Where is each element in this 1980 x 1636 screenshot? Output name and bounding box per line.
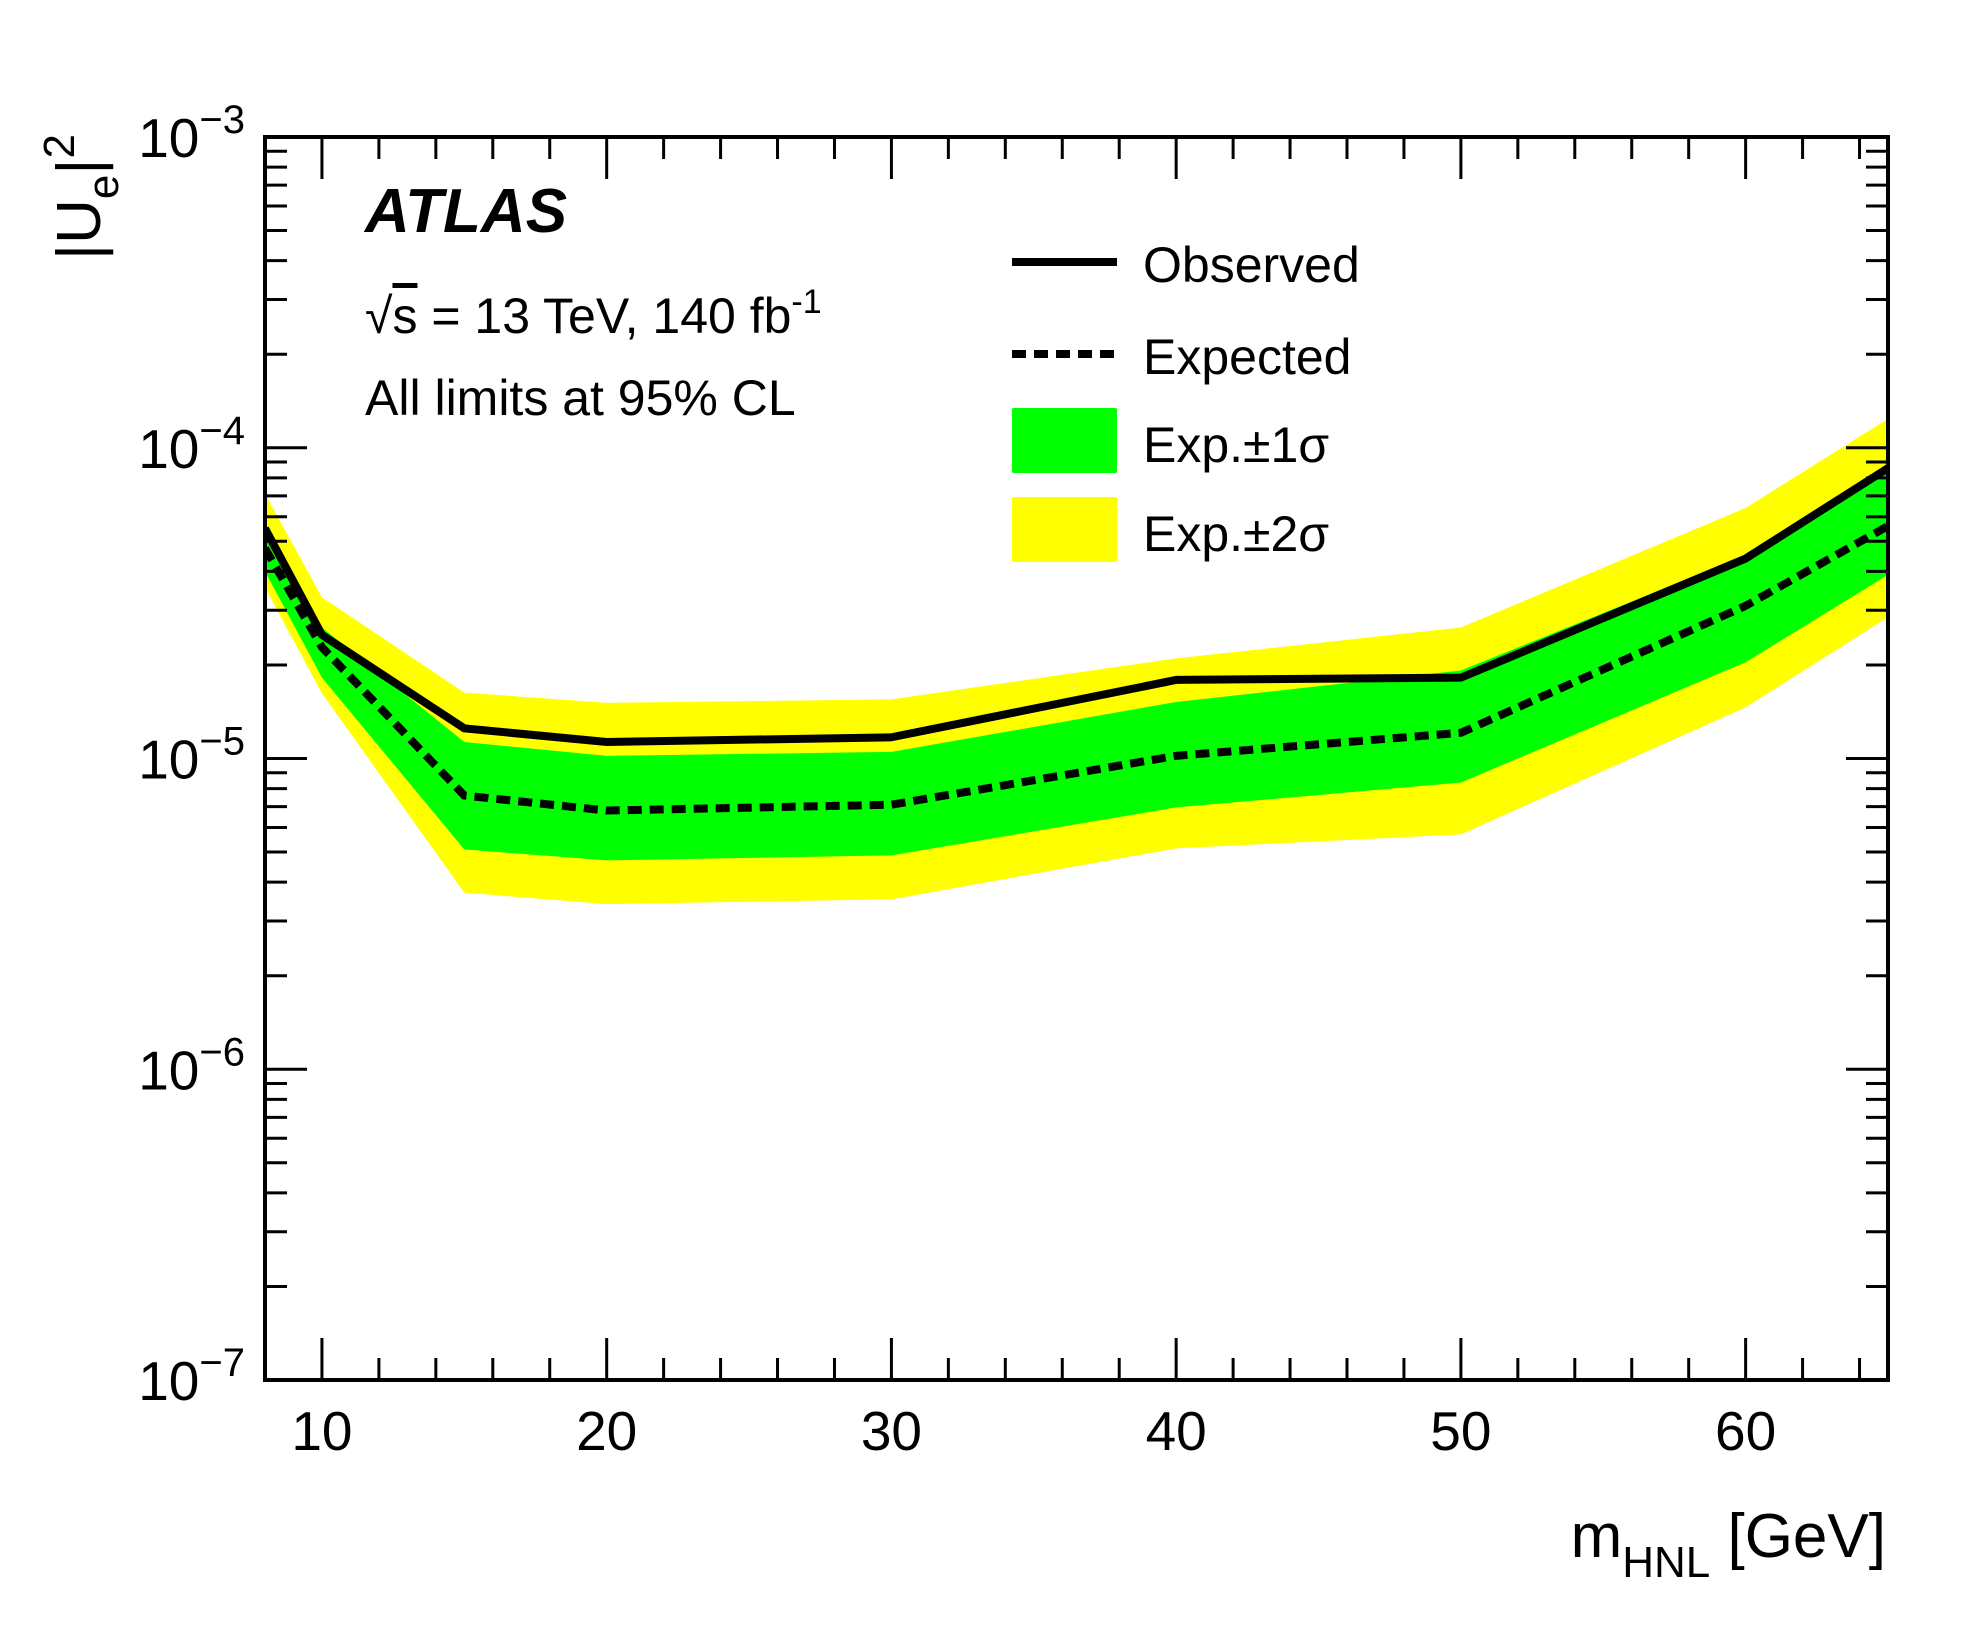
observed-line	[265, 464, 1888, 747]
legend: Observed Expected Exp.±1σ Exp.±2σ	[1012, 237, 1360, 562]
y-tick-label: 10−5	[138, 720, 245, 791]
x-tick-label: 60	[1715, 1400, 1776, 1462]
expected-line	[265, 522, 1888, 815]
x-axis-label-main: m	[1571, 1502, 1623, 1571]
y-axis-label-sup: 2	[35, 134, 84, 158]
cl-note: All limits at 95% CL	[365, 370, 796, 426]
legend-2sigma-label: Exp.±2σ	[1143, 506, 1329, 562]
y-axis-label-main: |U	[45, 199, 114, 260]
x-axis-label: mHNL [GeV]	[1571, 1502, 1886, 1587]
y-tick-exponent: −6	[199, 1030, 245, 1074]
y-tick-exponent: −5	[199, 720, 245, 764]
y-axis-label: |Ue|2	[35, 134, 128, 260]
y-tick-exponent: −3	[199, 98, 245, 142]
y-tick-label: 10−4	[138, 409, 245, 480]
bands-layer	[265, 418, 1888, 905]
y-tick-exponent: −4	[199, 409, 245, 453]
x-tick-label: 10	[291, 1400, 352, 1462]
y-tick-label: 10−3	[138, 98, 245, 169]
x-tick-label: 20	[576, 1400, 637, 1462]
x-axis-label-unit: [GeV]	[1710, 1502, 1886, 1571]
legend-expected-label: Expected	[1143, 329, 1351, 385]
y-tick-base: 10	[138, 418, 199, 480]
y-axis-label-close: |	[45, 159, 114, 175]
x-axis-label-sub: HNL	[1622, 1538, 1710, 1587]
lines-layer	[265, 464, 1888, 815]
y-tick-base: 10	[138, 1039, 199, 1101]
y-tick-exponent: −7	[199, 1341, 245, 1385]
y-tick-label: 10−7	[138, 1341, 245, 1412]
y-tick-base: 10	[138, 1350, 199, 1412]
legend-observed-label: Observed	[1143, 237, 1360, 293]
x-tick-label: 50	[1430, 1400, 1491, 1462]
y-tick-base: 10	[138, 729, 199, 791]
sqrt-symbol: √	[365, 288, 393, 344]
x-tick-label: 30	[861, 1400, 922, 1462]
x-tick-label: 40	[1146, 1400, 1207, 1462]
energy-lumi-text: = 13 TeV, 140 fb	[417, 288, 791, 344]
y-tick-base: 10	[138, 107, 199, 169]
legend-1sigma-swatch	[1012, 408, 1117, 473]
ticks-layer	[263, 137, 1888, 1382]
sqrt-s: s	[392, 288, 417, 344]
energy-lumi-label: √s = 13 TeV, 140 fb-1	[365, 283, 822, 344]
atlas-label: ATLAS	[363, 177, 567, 246]
legend-2sigma-swatch	[1012, 497, 1117, 562]
band-1sigma	[265, 469, 1888, 861]
lumi-exponent: -1	[791, 283, 821, 321]
y-axis-label-sub: e	[79, 175, 128, 199]
legend-1sigma-label: Exp.±1σ	[1143, 417, 1329, 473]
y-tick-label: 10−6	[138, 1030, 245, 1101]
